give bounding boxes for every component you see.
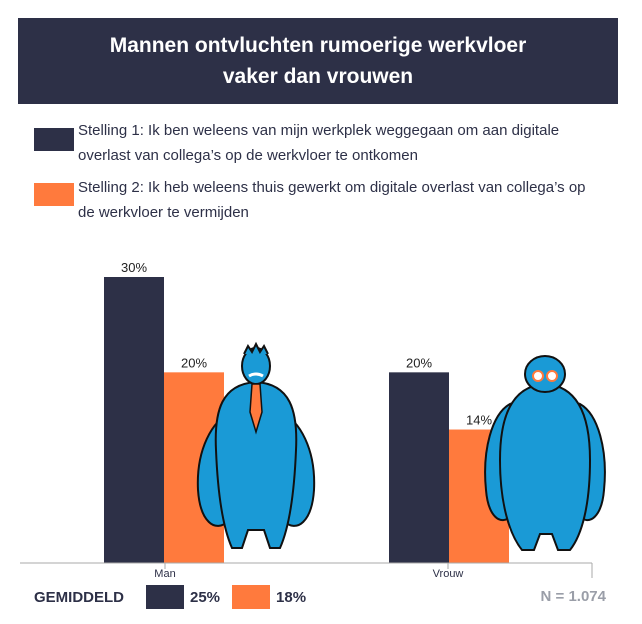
data-label-man-stelling-1: 30%	[121, 260, 147, 275]
legend-label-stelling-2: Stelling 2: Ik heb weleens thuis gewerkt…	[78, 179, 586, 221]
average-value-stelling-1: 25%	[190, 588, 221, 606]
x-tick-label-vrouw: Vrouw	[433, 568, 464, 580]
sample-size: N = 1.074	[540, 588, 606, 605]
bar-man-stelling-1	[104, 277, 164, 563]
average-label: GEMIDDELD	[34, 588, 124, 606]
x-tick-label-man: Man	[154, 568, 175, 580]
legend-swatch-stelling-1	[34, 128, 74, 151]
woman-figure-illustration	[484, 355, 606, 551]
data-label-vrouw-stelling-1: 20%	[406, 355, 432, 370]
average-swatch-stelling-2	[232, 585, 271, 609]
bars-group: 30% 20% 20% 14%	[104, 260, 509, 563]
figures-group	[196, 341, 606, 551]
average-value-stelling-2: 18%	[276, 588, 307, 606]
average-row: GEMIDDELD 25% 18%	[34, 583, 318, 611]
data-label-man-stelling-2: 20%	[181, 355, 207, 370]
man-figure-illustration	[196, 341, 316, 549]
legend-label-stelling-1: Stelling 1: Ik ben weleens van mijn werk…	[78, 122, 560, 164]
legend-item-stelling-1: Stelling 1: Ik ben weleens van mijn werk…	[34, 118, 594, 168]
average-swatch-stelling-1	[146, 585, 184, 609]
legend-item-stelling-2: Stelling 2: Ik heb weleens thuis gewerkt…	[34, 175, 594, 225]
legend-swatch-stelling-2	[34, 183, 74, 206]
bar-vrouw-stelling-1	[389, 372, 449, 563]
legend: Stelling 1: Ik ben weleens van mijn werk…	[34, 118, 594, 232]
data-label-vrouw-stelling-2: 14%	[466, 413, 492, 428]
title-banner: Mannen ontvluchten rumoerige werkvloer v…	[18, 18, 618, 104]
chart-title: Mannen ontvluchten rumoerige werkvloer v…	[109, 34, 527, 88]
